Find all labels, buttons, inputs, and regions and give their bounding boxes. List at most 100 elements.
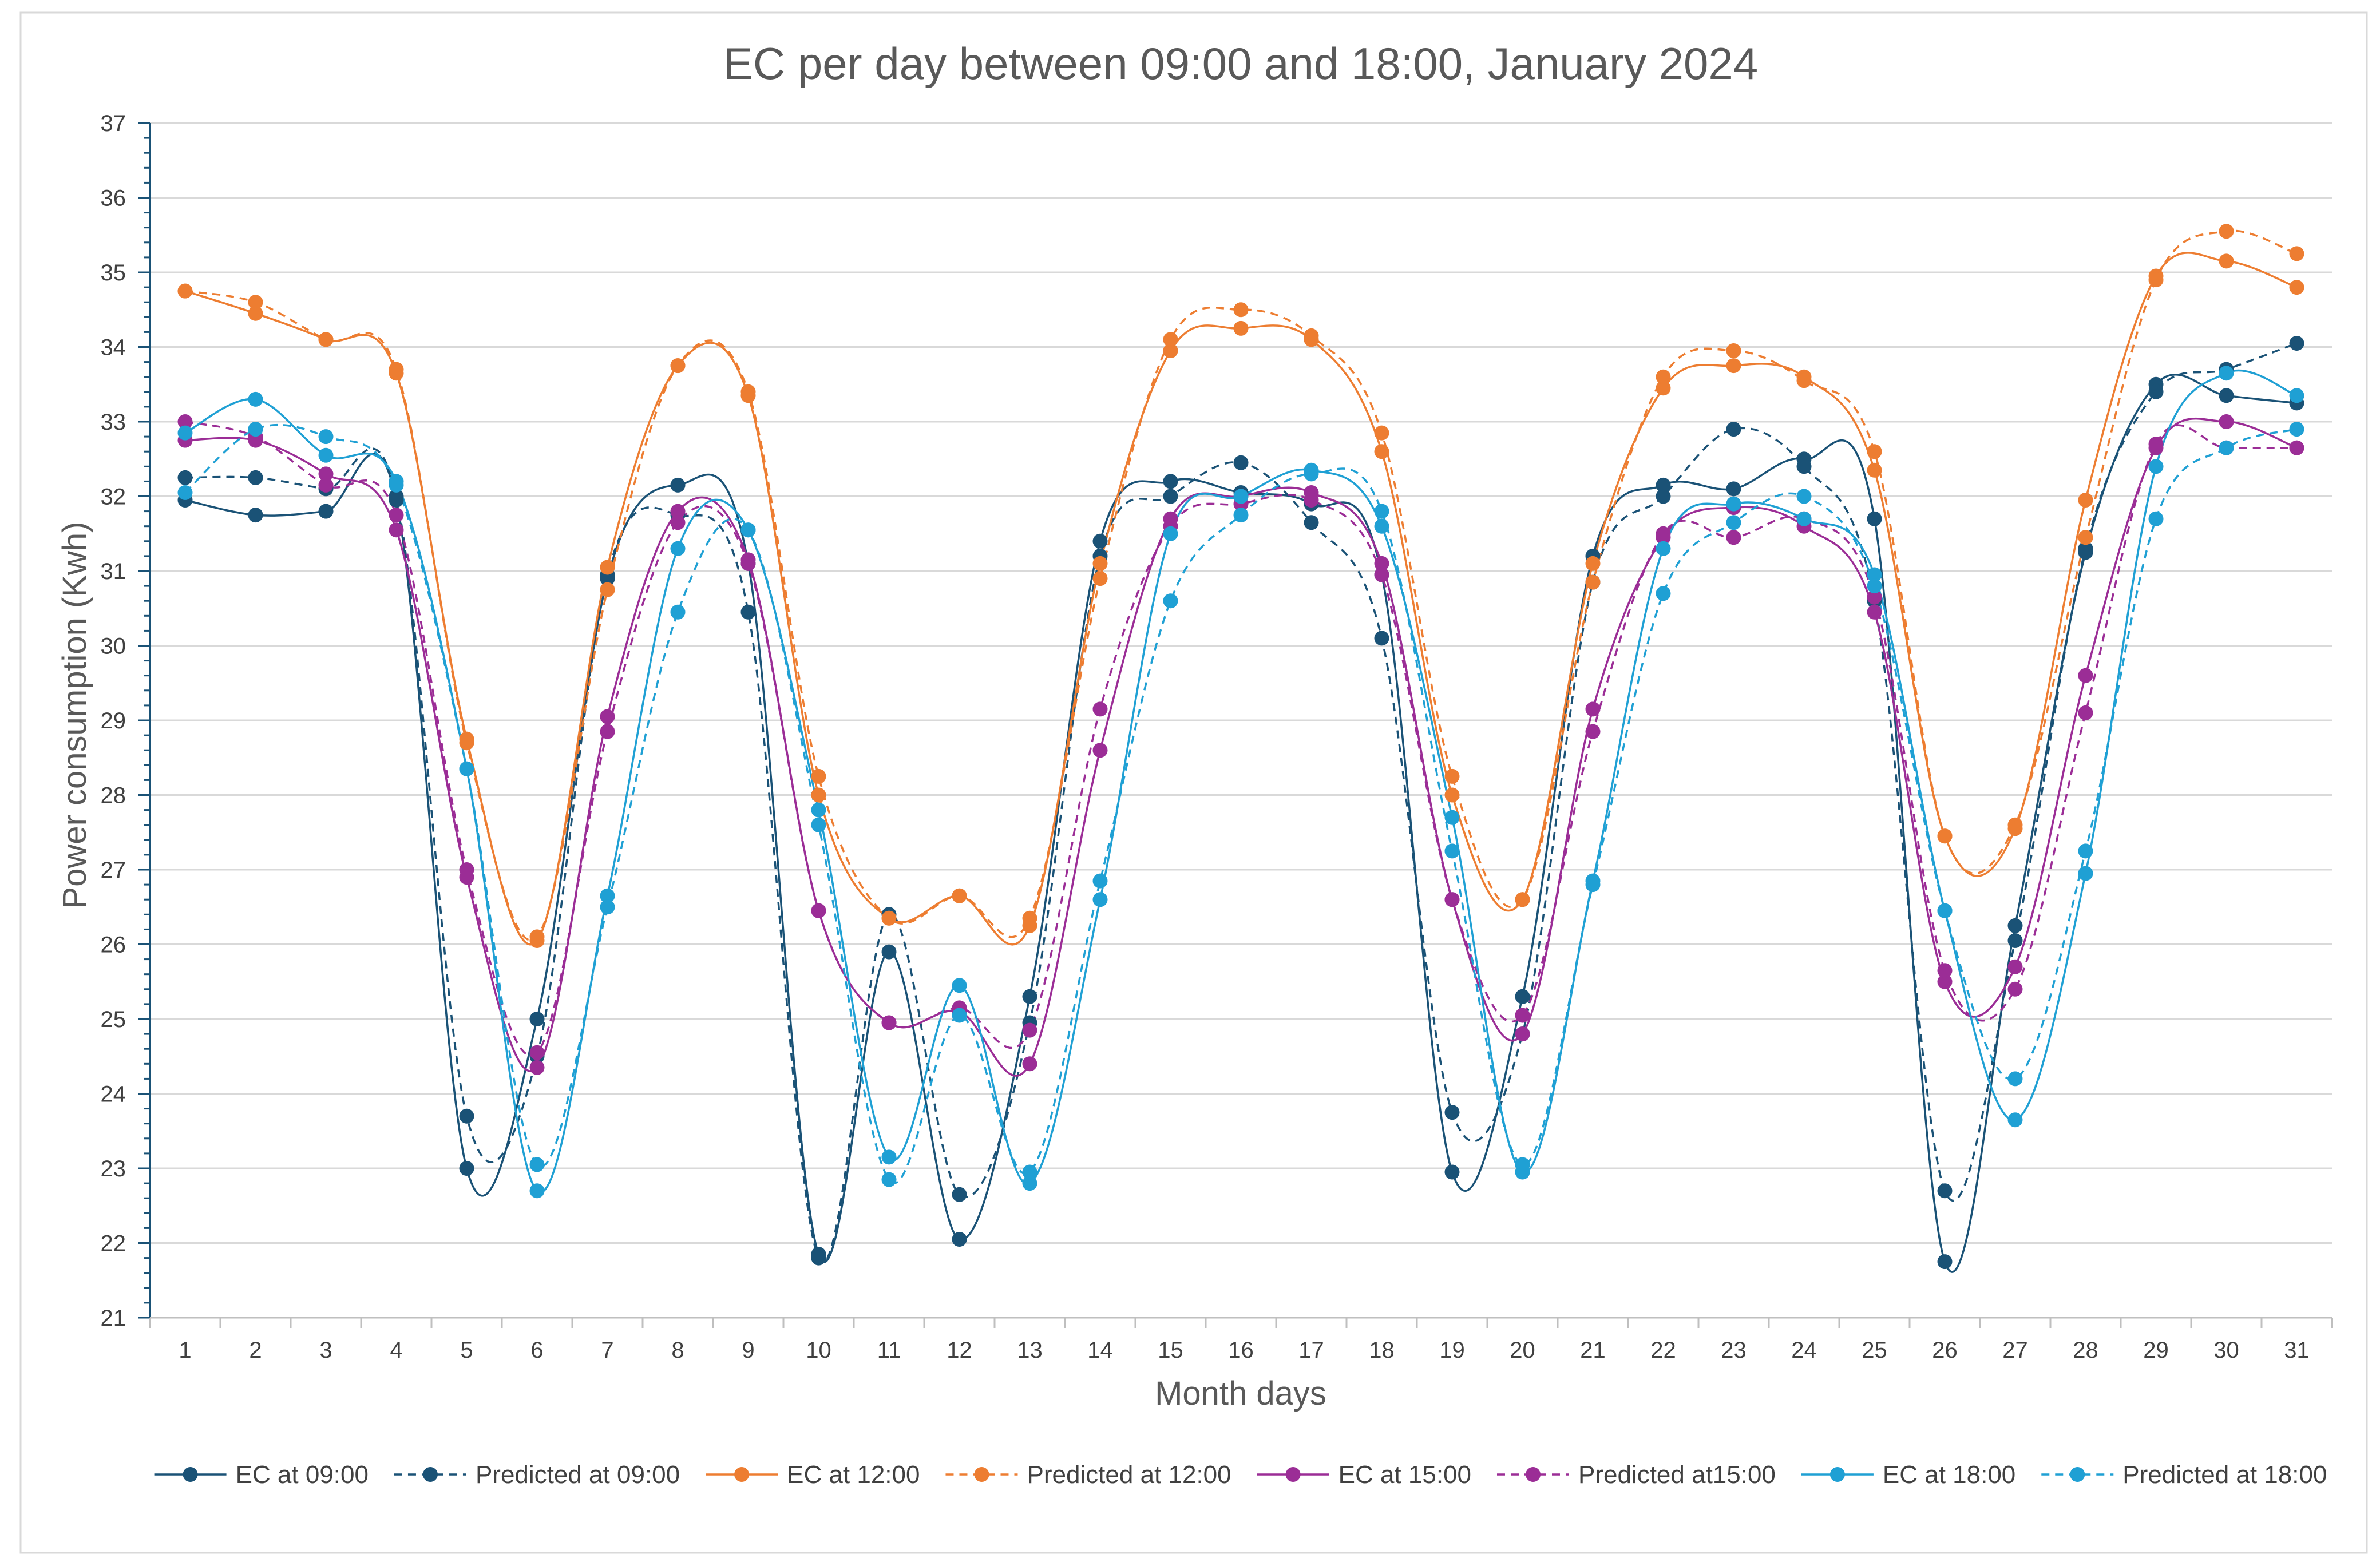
data-point — [2148, 384, 2164, 399]
legend-swatch-marker — [974, 1467, 989, 1482]
data-point — [1304, 493, 1319, 508]
data-point — [1374, 518, 1389, 534]
x-tick-label: 17 — [1298, 1338, 1324, 1363]
data-point — [2148, 459, 2164, 474]
data-point — [2219, 253, 2234, 269]
x-tick-label: 29 — [2143, 1338, 2169, 1363]
data-point — [459, 862, 474, 877]
x-tick-label: 16 — [1228, 1338, 1254, 1363]
data-point — [2289, 280, 2304, 295]
data-point — [389, 489, 404, 504]
data-point — [670, 358, 686, 374]
legend-label: Predicted at 09:00 — [476, 1461, 680, 1489]
data-point — [1022, 989, 1037, 1004]
y-tick-label: 27 — [101, 858, 126, 883]
x-tick-label: 15 — [1158, 1338, 1183, 1363]
x-tick-label: 6 — [530, 1338, 543, 1363]
x-tick-label: 5 — [460, 1338, 473, 1363]
data-point — [1937, 1183, 1953, 1199]
data-point — [1304, 515, 1319, 530]
data-point — [389, 362, 404, 377]
data-point — [1092, 873, 1108, 889]
data-point — [1163, 526, 1178, 541]
data-point — [1515, 1026, 1530, 1042]
data-point — [811, 817, 826, 832]
gridlines — [150, 122, 2332, 1244]
x-tick-label: 31 — [2284, 1338, 2310, 1363]
data-point — [1092, 533, 1108, 549]
data-point — [1867, 444, 1882, 459]
y-tick-label: 26 — [101, 933, 126, 958]
data-point — [1867, 589, 1882, 605]
data-point — [600, 724, 615, 739]
data-point — [2219, 224, 2234, 239]
data-point — [1092, 556, 1108, 571]
data-point — [248, 295, 263, 310]
data-point — [2289, 422, 2304, 437]
x-tick-label: 22 — [1650, 1338, 1676, 1363]
x-tick-label: 12 — [947, 1338, 972, 1363]
legend-swatch-marker — [1525, 1467, 1541, 1482]
legend-swatch-marker — [1285, 1467, 1301, 1482]
x-tick-label: 19 — [1439, 1338, 1465, 1363]
data-point — [952, 1232, 967, 1247]
data-point — [740, 604, 756, 620]
data-point — [1937, 974, 1953, 989]
data-point — [1022, 1164, 1037, 1180]
data-point — [1726, 481, 1741, 497]
data-point — [1656, 541, 1671, 556]
data-point — [2078, 530, 2093, 545]
data-point — [1656, 369, 1671, 384]
data-point — [1022, 1176, 1037, 1191]
legend-swatch-marker — [2070, 1467, 2085, 1482]
data-point — [1233, 320, 1249, 336]
data-point — [811, 768, 826, 784]
data-point — [1726, 515, 1741, 530]
data-point — [1374, 444, 1389, 459]
data-point — [529, 1183, 545, 1199]
data-point — [2148, 437, 2164, 452]
data-point — [529, 929, 545, 945]
data-point — [1937, 828, 1953, 844]
data-point — [318, 466, 334, 482]
data-point — [1444, 1105, 1460, 1120]
data-point — [740, 556, 756, 571]
data-point — [1022, 910, 1037, 926]
data-point — [1374, 567, 1389, 582]
data-point — [2289, 336, 2304, 351]
data-point — [1937, 963, 1953, 978]
data-point — [1374, 425, 1389, 441]
y-tick-label: 21 — [101, 1306, 126, 1331]
x-tick-label: 27 — [2002, 1338, 2028, 1363]
data-point — [1726, 496, 1741, 512]
data-point — [740, 522, 756, 538]
data-point — [670, 604, 686, 620]
data-point — [1444, 810, 1460, 825]
data-point — [811, 802, 826, 818]
data-point — [2289, 246, 2304, 261]
data-point — [389, 522, 404, 538]
data-point — [1515, 1008, 1530, 1023]
data-point — [1726, 422, 1741, 437]
data-point — [248, 422, 263, 437]
x-tick-label: 13 — [1017, 1338, 1043, 1363]
data-point — [177, 470, 193, 485]
data-point — [670, 504, 686, 519]
data-point — [318, 477, 334, 493]
x-tick-label: 11 — [877, 1338, 901, 1363]
data-point — [1656, 477, 1671, 493]
data-point — [1092, 701, 1108, 717]
data-point — [600, 560, 615, 575]
y-tick-label: 24 — [101, 1082, 126, 1107]
data-point — [177, 425, 193, 441]
data-point — [1867, 578, 1882, 594]
legend-swatch-marker — [422, 1467, 438, 1482]
y-tick-label: 34 — [101, 335, 126, 360]
data-point — [1374, 504, 1389, 519]
data-point — [2219, 440, 2234, 455]
data-point — [177, 485, 193, 500]
data-point — [1233, 455, 1249, 470]
data-point — [1515, 1157, 1530, 1172]
data-point — [318, 332, 334, 347]
